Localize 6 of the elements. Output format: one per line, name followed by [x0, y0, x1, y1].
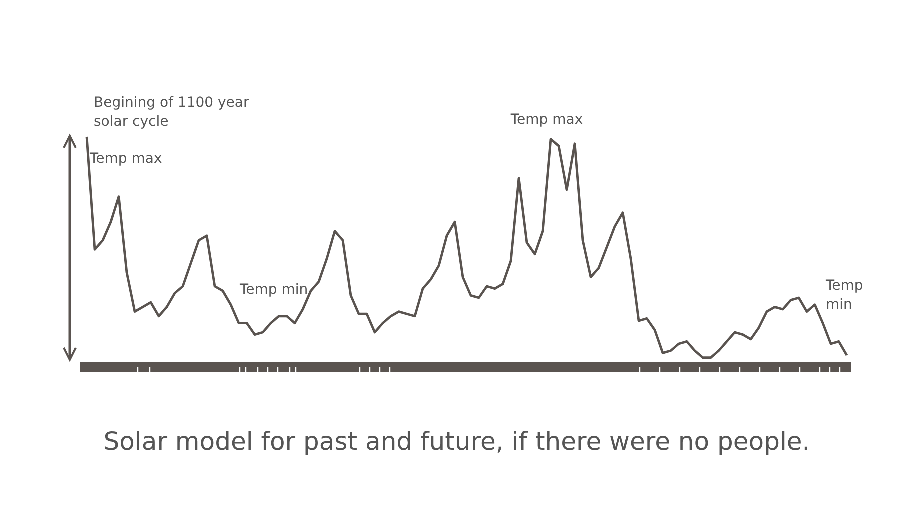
annotation: Temp max [89, 151, 162, 167]
text: Solar model for past and future, if there were no people. [104, 427, 810, 456]
text: Temp max [510, 112, 584, 128]
text: Begining of 1100 year solar cycle [94, 95, 250, 130]
annotation: Temp min [825, 278, 864, 313]
annotation: Temp min [239, 282, 308, 298]
